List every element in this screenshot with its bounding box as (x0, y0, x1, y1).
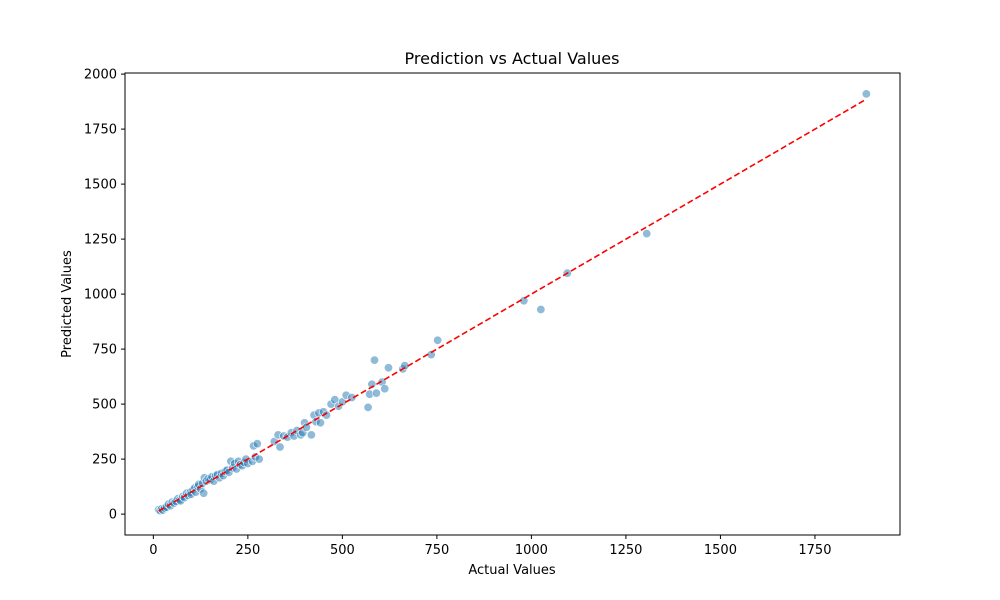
y-axis-label: Predicted Values (60, 250, 75, 358)
data-point (383, 363, 393, 373)
y-tick-label: 1500 (84, 178, 117, 193)
x-tick-label: 250 (235, 543, 260, 558)
x-tick-label: 1500 (704, 543, 737, 558)
plot-area (154, 89, 871, 516)
y-tick-label: 1000 (84, 288, 117, 303)
x-tick-label: 0 (149, 543, 157, 558)
data-point (254, 454, 264, 464)
x-tick-label: 500 (330, 543, 355, 558)
data-point (380, 384, 390, 394)
data-point (252, 439, 262, 449)
data-point (275, 442, 285, 452)
x-tick-label: 1750 (798, 543, 831, 558)
data-point (315, 418, 325, 428)
data-point (642, 229, 652, 239)
data-point (199, 488, 209, 498)
y-tick-label: 2000 (84, 68, 117, 83)
x-tick-label: 1000 (515, 543, 548, 558)
y-tick-label: 250 (92, 453, 117, 468)
data-point (861, 89, 871, 99)
data-point (363, 402, 373, 412)
x-tick-label: 1250 (609, 543, 642, 558)
x-axis: 0 250 500 750 1000 1250 1500 1750 (149, 535, 831, 558)
y-tick-label: 500 (92, 398, 117, 413)
y-axis: 0 250 500 750 1000 1250 1500 1750 2000 (84, 68, 125, 523)
data-point (536, 304, 546, 314)
data-point (370, 355, 380, 365)
data-point (306, 430, 316, 440)
y-tick-label: 750 (92, 343, 117, 358)
reference-line (158, 98, 867, 512)
y-tick-label: 1250 (84, 233, 117, 248)
data-point (371, 388, 381, 398)
y-tick-label: 1750 (84, 123, 117, 138)
data-point (433, 335, 443, 345)
axes-frame (124, 72, 901, 536)
y-tick-label: 0 (109, 508, 117, 523)
x-tick-label: 750 (424, 543, 449, 558)
x-axis-label: Actual Values (468, 563, 556, 578)
chart-title: Prediction vs Actual Values (405, 49, 620, 68)
